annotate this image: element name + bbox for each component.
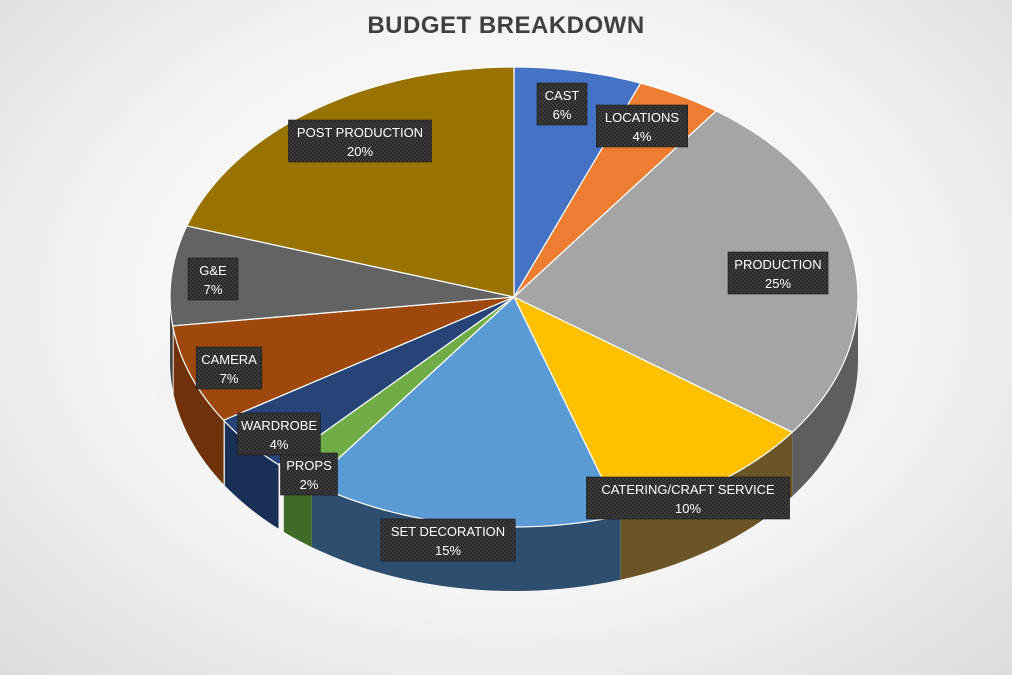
slice-g-e[interactable]	[169, 225, 515, 327]
slice-percent: 4%	[270, 437, 289, 452]
slice-percent: 2%	[300, 477, 319, 492]
chart-title: BUDGET BREAKDOWN	[367, 12, 645, 39]
slice-camera[interactable]	[172, 296, 515, 421]
slice-percent: 15%	[435, 543, 461, 558]
slice-label: LOCATIONS	[605, 110, 679, 125]
data-label-camera: CAMERA 7%	[195, 346, 263, 390]
slice-percent: 7%	[220, 371, 239, 386]
slice-label: PROPS	[286, 458, 332, 473]
data-label-catering-craft-service: CATERING/CRAFT SERVICE 10%	[586, 476, 790, 520]
data-label-props: PROPS 2%	[280, 452, 338, 496]
slice-label: POST PRODUCTION	[297, 125, 423, 140]
data-label-wardrobe: WARDROBE 4%	[237, 412, 321, 456]
slice-label: CAST	[545, 88, 580, 103]
slice-label: WARDROBE	[241, 418, 317, 433]
data-label-cast: CAST 6%	[536, 82, 588, 126]
slice-side-7	[173, 330, 224, 485]
slice-label: PRODUCTION	[734, 257, 821, 272]
data-label-production: PRODUCTION 25%	[727, 251, 829, 295]
slice-percent: 4%	[633, 129, 652, 144]
data-label-locations: LOCATIONS 4%	[595, 104, 688, 148]
slice-label: CAMERA	[201, 352, 257, 367]
slice-percent: 20%	[347, 144, 373, 159]
data-label-g-e: G&E 7%	[187, 257, 239, 301]
slice-percent: 6%	[553, 107, 572, 122]
data-label-set-decoration: SET DECORATION 15%	[380, 518, 516, 562]
slice-label: CATERING/CRAFT SERVICE	[601, 482, 775, 497]
slice-percent: 10%	[675, 501, 701, 516]
slice-percent: 7%	[204, 282, 223, 297]
slice-label: SET DECORATION	[391, 524, 505, 539]
slice-production[interactable]	[513, 110, 859, 433]
slice-post-production[interactable]	[186, 66, 515, 298]
slice-percent: 25%	[765, 276, 791, 291]
data-label-post-production: POST PRODUCTION 20%	[288, 119, 432, 163]
slice-label: G&E	[199, 263, 227, 278]
slice-side-2	[792, 297, 858, 497]
